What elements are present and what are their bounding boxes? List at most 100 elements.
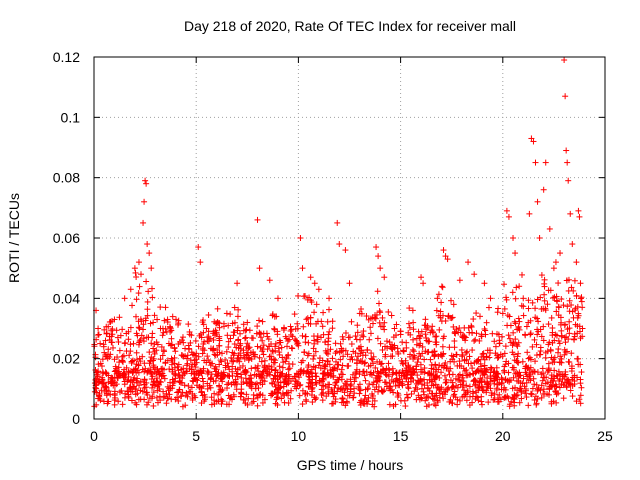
data-point bbox=[301, 349, 308, 356]
data-point bbox=[388, 312, 395, 319]
data-point bbox=[520, 375, 527, 382]
data-point bbox=[150, 389, 157, 396]
data-point bbox=[333, 358, 340, 365]
data-point bbox=[324, 358, 331, 365]
data-point bbox=[402, 403, 409, 410]
data-point bbox=[344, 351, 351, 358]
data-point bbox=[435, 291, 442, 298]
data-point bbox=[437, 308, 444, 315]
data-point bbox=[566, 297, 573, 304]
data-point bbox=[159, 332, 166, 339]
data-point bbox=[230, 358, 237, 365]
data-point bbox=[558, 355, 565, 362]
data-point bbox=[353, 368, 360, 375]
data-point bbox=[538, 333, 545, 340]
data-point bbox=[532, 358, 539, 365]
data-point bbox=[495, 305, 502, 312]
data-point bbox=[468, 329, 475, 336]
data-point bbox=[370, 353, 377, 360]
data-point bbox=[185, 321, 192, 328]
data-point bbox=[183, 368, 190, 375]
data-point bbox=[568, 350, 575, 357]
data-point bbox=[237, 393, 244, 400]
data-point bbox=[271, 325, 278, 332]
data-point bbox=[311, 309, 318, 316]
data-point bbox=[348, 318, 355, 325]
data-point bbox=[259, 318, 266, 325]
data-point bbox=[326, 381, 333, 388]
data-point bbox=[430, 396, 437, 403]
data-point bbox=[485, 382, 492, 389]
data-point bbox=[108, 339, 115, 346]
data-point bbox=[286, 336, 293, 343]
data-point bbox=[310, 352, 317, 359]
data-point bbox=[254, 343, 261, 350]
data-point bbox=[560, 302, 567, 309]
data-point bbox=[101, 388, 108, 395]
data-point bbox=[300, 323, 307, 330]
data-point bbox=[502, 361, 509, 368]
data-point bbox=[487, 364, 494, 371]
data-point bbox=[305, 339, 312, 346]
data-point bbox=[364, 347, 371, 354]
data-point bbox=[474, 357, 481, 364]
data-point bbox=[385, 373, 392, 380]
data-point bbox=[168, 327, 175, 334]
data-point bbox=[432, 333, 439, 340]
data-point bbox=[544, 390, 551, 397]
data-point bbox=[368, 390, 375, 397]
data-point bbox=[491, 338, 498, 345]
data-point bbox=[327, 346, 334, 353]
data-point bbox=[512, 336, 519, 343]
data-point bbox=[441, 372, 448, 379]
data-point bbox=[204, 368, 211, 375]
data-point bbox=[437, 314, 444, 321]
data-point bbox=[166, 391, 173, 398]
data-point bbox=[211, 390, 218, 397]
data-point bbox=[420, 388, 427, 395]
data-point bbox=[161, 348, 168, 355]
data-point bbox=[318, 334, 325, 341]
data-point bbox=[463, 397, 470, 404]
data-point bbox=[332, 382, 339, 389]
data-point bbox=[422, 316, 429, 323]
data-point bbox=[248, 355, 255, 362]
data-point bbox=[99, 356, 106, 363]
data-point bbox=[285, 366, 292, 373]
data-point bbox=[419, 350, 426, 357]
data-point bbox=[288, 344, 295, 351]
data-point bbox=[141, 376, 148, 383]
data-point bbox=[151, 312, 158, 319]
data-point bbox=[257, 344, 264, 351]
data-point bbox=[410, 348, 417, 355]
data-point bbox=[361, 372, 368, 379]
data-point bbox=[195, 343, 202, 350]
data-point bbox=[346, 334, 353, 341]
data-point bbox=[278, 344, 285, 351]
data-point bbox=[555, 346, 562, 353]
data-point bbox=[111, 401, 118, 408]
data-point bbox=[394, 345, 401, 352]
data-point bbox=[557, 353, 564, 360]
data-point bbox=[125, 336, 132, 343]
data-point bbox=[244, 340, 251, 347]
data-point bbox=[250, 398, 257, 405]
data-point bbox=[544, 301, 551, 308]
data-point bbox=[566, 318, 573, 325]
data-point bbox=[360, 368, 367, 375]
data-point bbox=[191, 371, 198, 378]
data-point bbox=[247, 372, 254, 379]
data-point bbox=[477, 313, 484, 320]
data-point bbox=[167, 379, 174, 386]
data-point bbox=[229, 357, 236, 364]
data-point bbox=[295, 342, 302, 349]
data-point bbox=[415, 392, 422, 399]
data-point bbox=[382, 379, 389, 386]
data-point bbox=[555, 368, 562, 375]
data-point bbox=[577, 295, 584, 302]
data-point bbox=[448, 297, 455, 304]
data-point bbox=[538, 272, 545, 279]
data-point bbox=[255, 385, 262, 392]
data-point bbox=[329, 325, 336, 332]
data-point bbox=[432, 339, 439, 346]
